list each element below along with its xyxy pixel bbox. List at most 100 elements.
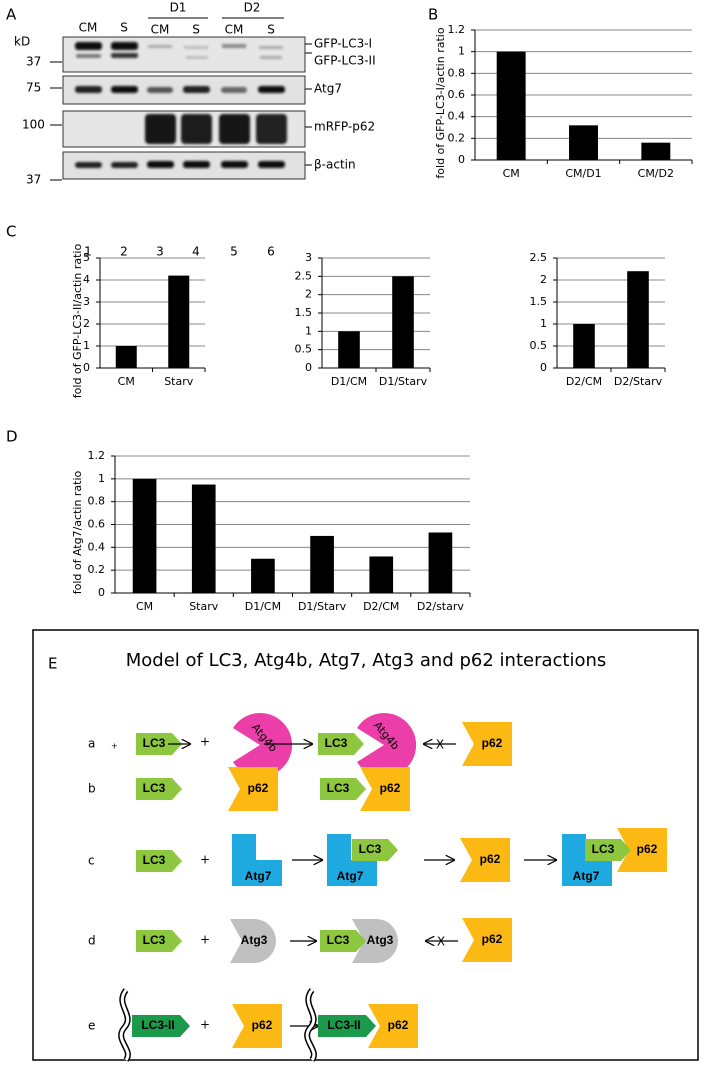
y-tick-label: 0 [83, 361, 90, 374]
bar [115, 346, 137, 368]
y-tick-label: 0 [98, 586, 105, 599]
band-label: β-actin [314, 158, 356, 172]
y-tick-label: 3 [83, 295, 90, 308]
shape-label: LC3-II [327, 1018, 360, 1032]
plus: + [200, 1018, 210, 1032]
bands [75, 42, 287, 168]
y-tick-label: 1.2 [88, 449, 106, 462]
frame [32, 629, 699, 1061]
plus: + [200, 735, 210, 749]
y-tick-label: 1 [540, 317, 547, 330]
row-letter: b [88, 782, 96, 796]
band-label: GFP-LC3-II [314, 54, 376, 68]
lane-header: CM [151, 23, 170, 37]
panel-label: B [428, 6, 438, 24]
y-tick-label: 2 [83, 317, 90, 330]
shape-label: LC3 [143, 736, 166, 750]
x-tick-label: D2/starv [417, 600, 464, 613]
row-letter: d [88, 934, 96, 948]
plus: + [200, 933, 210, 947]
y-tick-label: 0.8 [448, 66, 466, 79]
shape-label: LC3 [325, 736, 348, 750]
y-tick-label: 1 [98, 472, 105, 485]
y-tick-label: 0.2 [448, 131, 466, 144]
marker-label: 37 [26, 55, 41, 69]
y-tick-label: 0.5 [530, 339, 548, 352]
lane-number: 6 [267, 245, 275, 259]
y-tick-label: 0.6 [88, 518, 106, 531]
panel-label: A [6, 6, 17, 24]
plus: + [200, 853, 210, 867]
lane-number: 2 [120, 245, 128, 259]
panel-label: C [6, 223, 16, 241]
x-tick-label: D2/CM [363, 600, 399, 613]
block-mark: X [436, 738, 444, 752]
x-tick-label: D1/Starv [379, 375, 428, 388]
x-tick-label: CM/D2 [638, 167, 674, 180]
y-tick-label: 2 [540, 273, 547, 286]
y-tick-label: 1 [458, 45, 465, 58]
bar [569, 125, 598, 160]
group-label: D1 [170, 1, 187, 15]
shape-label: p62 [248, 781, 269, 795]
marker-label: 100 [22, 118, 45, 132]
bar [369, 556, 394, 593]
y-tick-label: 1 [305, 324, 312, 337]
y-tick-label: 0.6 [448, 88, 466, 101]
x-tick-label: D1/CM [245, 600, 281, 613]
bar [168, 275, 190, 368]
row-letter: a [88, 737, 95, 751]
bar [132, 478, 157, 593]
y-axis-label: fold of GFP-LC3-I/actin ratio [434, 27, 447, 178]
shape-label: LC3 [143, 781, 166, 795]
lane-header: S [120, 21, 128, 35]
lane-number: 1 [84, 245, 92, 259]
shape-label: LC3 [327, 781, 350, 795]
y-tick-label: 0 [540, 361, 547, 374]
y-tick-label: 0.4 [88, 540, 106, 553]
lane-header: S [267, 23, 275, 37]
bar [338, 331, 360, 368]
row-letter: e [88, 1019, 95, 1033]
band-label: Atg7 [314, 82, 342, 96]
bar [496, 51, 526, 160]
shape-label: Atg7 [337, 869, 364, 883]
shape-label: p62 [388, 1018, 409, 1032]
lane-header: CM [79, 21, 98, 35]
y-tick-label: 1.5 [530, 295, 548, 308]
x-tick-label: CM [503, 167, 520, 180]
bar [191, 484, 216, 593]
shape-label: LC3 [143, 853, 166, 867]
blot [62, 36, 306, 73]
y-tick-label: 3 [305, 251, 312, 264]
row-letter: c [88, 854, 95, 868]
lane-header: S [192, 23, 200, 37]
y-axis-label: fold of Atg7/actin ratio [71, 470, 84, 594]
marker-label: 37 [26, 173, 41, 187]
y-tick-label: 2.5 [295, 269, 313, 282]
shape-label: LC3-II [141, 1018, 174, 1032]
y-tick-label: 0 [458, 153, 465, 166]
y-axis-label: fold of GFP-LC3-II/actin ratio [71, 244, 84, 399]
lane-header: CM [225, 23, 244, 37]
bar [428, 532, 453, 593]
x-tick-label: CM/D1 [565, 167, 601, 180]
diagram-title: Model of LC3, Atg4b, Atg7, Atg3 and p62 … [126, 650, 607, 671]
y-tick-label: 2.5 [530, 251, 548, 264]
x-tick-label: D2/Starv [614, 375, 663, 388]
shape-label: p62 [482, 736, 503, 750]
lane-number: 4 [192, 245, 200, 259]
y-tick-label: 0.5 [295, 343, 313, 356]
y-tick-label: 4 [83, 273, 90, 286]
x-tick-label: CM [118, 375, 135, 388]
marker-label: 75 [26, 81, 41, 95]
x-tick-label: Starv [189, 600, 219, 613]
bar [573, 324, 595, 368]
shape-label: p62 [480, 852, 501, 866]
bar [392, 276, 414, 368]
band-label: GFP-LC3-I [314, 37, 372, 51]
x-tick-label: CM [136, 600, 153, 613]
shape-label: p62 [380, 781, 401, 795]
y-tick-label: 5 [83, 251, 90, 264]
